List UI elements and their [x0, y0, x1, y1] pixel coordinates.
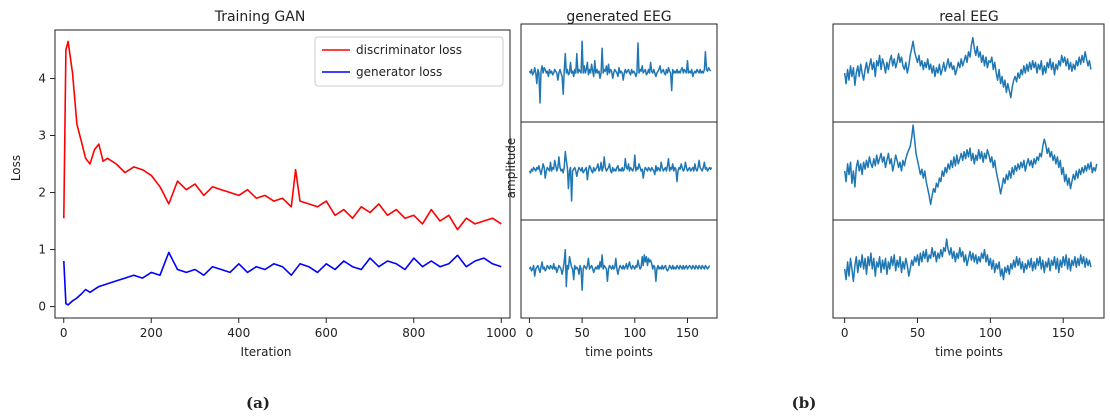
loss-chart-xlabel: Iteration [241, 345, 292, 359]
real-eeg-row-frame [832, 219, 1105, 319]
y-tick-label: 1 [38, 243, 46, 257]
real-eeg-x-tick-label: 50 [910, 326, 925, 340]
loss-chart-legend: discriminator loss generator loss [314, 36, 504, 87]
generated-eeg-x-tick-label: 150 [676, 326, 699, 340]
legend-label-discriminator: discriminator loss [356, 43, 462, 57]
x-tick-label: 200 [140, 326, 163, 340]
loss-chart-ylabel: Loss [9, 155, 23, 181]
generated-eeg-trace [528, 150, 713, 202]
loss-chart-title: Training GAN [214, 9, 306, 25]
x-tick-label: 400 [227, 326, 250, 340]
real-eeg-xlabel: time points [935, 345, 1003, 359]
generated-eeg-xlabel: time points [585, 345, 653, 359]
real-eeg-trace [843, 36, 1092, 99]
generated-eeg-title: generated EEG [566, 9, 671, 25]
real-eeg-x-tick-label: 150 [1052, 326, 1075, 340]
real-eeg-trace [843, 238, 1092, 283]
y-tick-label: 2 [38, 186, 46, 200]
y-tick-label: 0 [38, 300, 46, 314]
generator-loss-line [63, 251, 502, 306]
x-tick-label: 600 [315, 326, 338, 340]
real-eeg-x-tick-label: 0 [841, 326, 849, 340]
x-tick-label: 0 [60, 326, 68, 340]
panel-label-b: (b) [792, 394, 817, 412]
real-eeg-chart: real EEG time points 0 50 100 150 [832, 9, 1105, 359]
generated-eeg-x-tick-label: 0 [526, 326, 534, 340]
generated-eeg-x-tick-label: 50 [574, 326, 589, 340]
generated-eeg-x-tick-label: 100 [623, 326, 646, 340]
panel-label-a: (a) [246, 394, 270, 412]
loss-chart: Training GAN Iteration Loss 0 200 400 600 80… [9, 9, 517, 412]
y-tick-label: 4 [38, 71, 46, 85]
generated-eeg-ylabel: amplitude [504, 138, 518, 199]
generated-eeg-trace [528, 248, 711, 291]
y-tick-label: 3 [38, 129, 46, 143]
generated-eeg-row-frame [520, 219, 718, 319]
real-eeg-title: real EEG [939, 9, 999, 25]
x-tick-label: 800 [402, 326, 425, 340]
x-tick-label: 1000 [486, 326, 517, 340]
real-eeg-trace [843, 124, 1098, 206]
real-eeg-row-frame [832, 23, 1105, 123]
generated-eeg-chart: generated EEG amplitude time points 0 50 1… [504, 9, 816, 412]
loss-chart-frame [54, 29, 511, 319]
discriminator-loss-line [63, 40, 502, 231]
generated-eeg-trace [528, 40, 712, 104]
real-eeg-x-tick-label: 100 [979, 326, 1002, 340]
legend-label-generator: generator loss [356, 65, 442, 79]
legend-box [314, 36, 504, 87]
